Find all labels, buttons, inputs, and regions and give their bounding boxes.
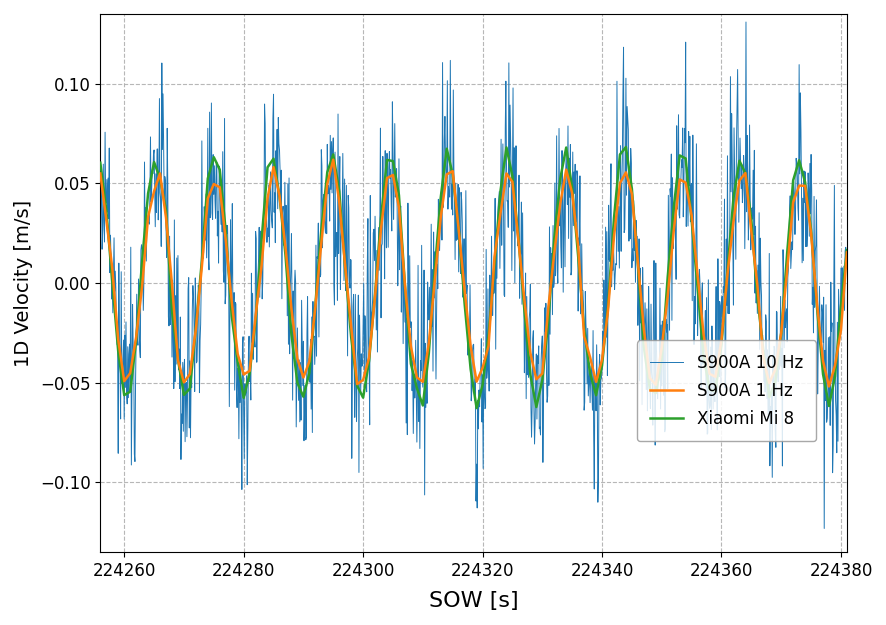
S900A 1 Hz	[823, 382, 834, 390]
S900A 1 Hz	[560, 166, 571, 173]
S900A 10 Hz	[740, 18, 750, 26]
Xiaomi Mi 8	[95, 159, 105, 166]
S900A 10 Hz	[289, 284, 299, 291]
S900A 1 Hz	[143, 213, 153, 221]
S900A 1 Hz	[841, 249, 851, 256]
S900A 10 Hz	[462, 320, 473, 328]
Xiaomi Mi 8	[596, 362, 607, 369]
S900A 1 Hz	[542, 304, 553, 312]
S900A 1 Hz	[286, 305, 297, 312]
S900A 10 Hz	[818, 525, 828, 532]
S900A 1 Hz	[95, 170, 105, 177]
Xiaomi Mi 8	[620, 143, 631, 151]
S900A 10 Hz	[840, 261, 851, 269]
S900A 10 Hz	[434, 247, 445, 254]
S900A 10 Hz	[95, 251, 105, 259]
Y-axis label: 1D Velocity [m/s]: 1D Velocity [m/s]	[14, 199, 33, 367]
Xiaomi Mi 8	[542, 318, 553, 325]
Xiaomi Mi 8	[143, 189, 153, 197]
Xiaomi Mi 8	[286, 331, 297, 339]
S900A 1 Hz	[453, 226, 463, 233]
Line: S900A 10 Hz: S900A 10 Hz	[100, 22, 845, 529]
Xiaomi Mi 8	[841, 246, 851, 254]
Legend: S900A 10 Hz, S900A 1 Hz, Xiaomi Mi 8: S900A 10 Hz, S900A 1 Hz, Xiaomi Mi 8	[636, 341, 815, 441]
Line: S900A 1 Hz: S900A 1 Hz	[100, 159, 846, 386]
S900A 10 Hz	[274, 146, 284, 154]
Xiaomi Mi 8	[447, 171, 457, 178]
Line: Xiaomi Mi 8: Xiaomi Mi 8	[100, 147, 846, 408]
Xiaomi Mi 8	[560, 144, 571, 151]
Xiaomi Mi 8	[470, 404, 481, 412]
S900A 1 Hz	[328, 156, 338, 163]
S900A 10 Hz	[577, 287, 587, 294]
S900A 10 Hz	[489, 194, 500, 202]
S900A 1 Hz	[596, 356, 607, 364]
X-axis label: SOW [s]: SOW [s]	[428, 591, 517, 611]
